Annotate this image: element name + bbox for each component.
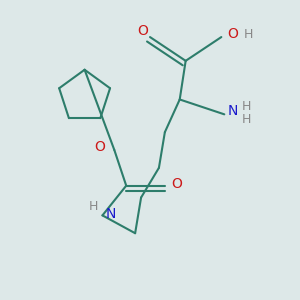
Text: O: O: [137, 24, 148, 38]
Text: N: N: [227, 104, 238, 118]
Text: H: H: [244, 28, 253, 40]
Text: H: H: [242, 100, 251, 112]
Text: H: H: [242, 113, 251, 126]
Text: N: N: [105, 207, 116, 221]
Text: O: O: [171, 177, 182, 191]
Text: O: O: [227, 27, 238, 41]
Text: H: H: [89, 200, 98, 213]
Text: O: O: [94, 140, 105, 154]
